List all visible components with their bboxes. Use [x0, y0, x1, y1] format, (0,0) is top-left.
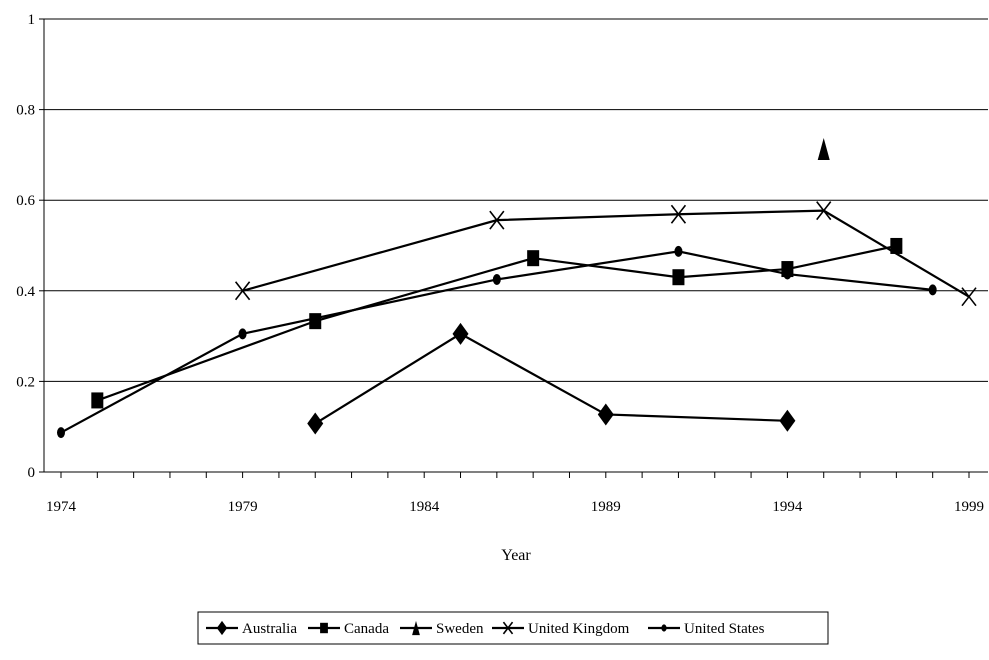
x-stroke	[234, 281, 251, 301]
data-point-united-states	[674, 245, 683, 257]
series-line-united-states	[60, 250, 933, 434]
legend-item-canada: Canada	[308, 621, 389, 637]
legend-marker-united-states	[661, 624, 667, 632]
data-point-canada	[91, 392, 104, 409]
series-group	[57, 138, 977, 439]
series-united-kingdom	[234, 201, 977, 307]
legend-label: United States	[684, 621, 765, 637]
legend-label: United Kingdom	[528, 621, 630, 637]
x-stroke	[670, 204, 687, 224]
series-line-canada	[96, 244, 897, 402]
data-point-australia	[597, 403, 614, 426]
data-point-united-states	[57, 427, 65, 439]
data-point-united-kingdom	[961, 287, 977, 307]
data-point-sweden	[817, 138, 830, 161]
legend-label: Canada	[344, 621, 389, 637]
data-point-canada	[527, 250, 540, 267]
data-point-united-states	[492, 273, 501, 285]
y-tick-label: 0	[28, 465, 36, 481]
x-tick-label: 1974	[46, 499, 77, 515]
data-point-australia	[779, 409, 796, 432]
data-point-united-kingdom	[489, 210, 505, 230]
series-line-australia	[314, 332, 788, 425]
legend-marker-sweden	[412, 620, 420, 636]
series-united-states	[57, 245, 937, 439]
x-stroke	[961, 287, 977, 307]
axes: 0 0.2 0.4 0.6 0.8 1 1974 1979 1984 1989 1994 1999	[16, 12, 988, 515]
x-tick-label: 1994	[772, 499, 803, 515]
series-canada	[91, 237, 903, 409]
legend-item-australia: Australia	[206, 620, 297, 637]
series-sweden	[817, 138, 830, 161]
legend: Australia Canada Sweden United Kingdom Unite…	[197, 611, 829, 645]
data-point-canada	[309, 313, 322, 330]
x-stroke	[489, 210, 505, 230]
data-point-united-states	[783, 268, 792, 280]
legend-marker-canada	[320, 622, 328, 634]
data-point-australia	[307, 412, 324, 435]
series-australia	[307, 322, 796, 435]
x-tick-label: 1989	[591, 499, 621, 515]
legend-item-united-states: United States	[648, 621, 765, 637]
data-point-canada	[672, 269, 685, 286]
y-tick-label: 0.8	[16, 103, 35, 119]
legend-item-sweden: Sweden	[400, 620, 484, 637]
data-point-united-states	[238, 328, 247, 340]
legend-item-united-kingdom: United Kingdom	[492, 621, 630, 637]
legend-marker-australia	[216, 620, 228, 636]
x-stroke	[816, 201, 832, 221]
x-tick-label: 1999	[954, 499, 984, 515]
data-point-australia	[452, 322, 469, 345]
y-tick-label: 0.2	[16, 374, 35, 390]
legend-label: Australia	[242, 621, 297, 637]
legend-marker-united-kingdom	[502, 621, 514, 635]
data-point-united-kingdom	[670, 204, 687, 224]
y-tick-label: 0.4	[16, 284, 35, 300]
data-point-canada	[890, 237, 903, 254]
data-point-united-kingdom	[234, 281, 251, 301]
data-point-united-kingdom	[816, 201, 832, 221]
y-tick-label: 1	[28, 12, 36, 28]
x-tick-label: 1984	[409, 499, 440, 515]
legend-label: Sweden	[436, 621, 484, 637]
y-tick-label: 0.6	[16, 193, 35, 209]
x-axis-title: Year	[501, 547, 531, 564]
data-point-united-states	[928, 284, 937, 296]
gridlines	[44, 18, 988, 382]
x-stroke	[502, 621, 514, 635]
x-tick-label: 1979	[228, 499, 258, 515]
